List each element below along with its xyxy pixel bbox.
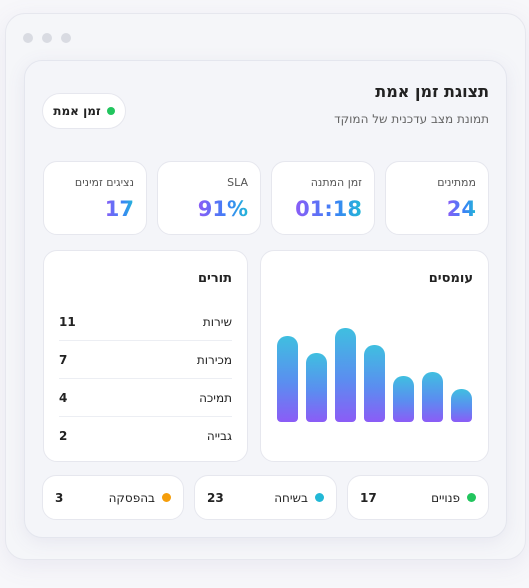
status-card-on-break: 3 בהפסקה (42, 475, 184, 520)
stat-label: ממתינים (437, 176, 476, 189)
live-badge[interactable]: זמן אמת (42, 93, 126, 129)
stat-card-sla: SLA 91% (157, 161, 261, 235)
stat-value: 17 (104, 197, 134, 221)
load-bar-chart (261, 251, 488, 461)
load-bar (422, 372, 443, 422)
queues-title: תורים (197, 271, 232, 286)
page-subtitle: תמונת מצב עדכנית של המוקד (334, 112, 489, 126)
queues-card: תורים 11 שירות 7 מכירות 4 תמיכה 2 גבייה (43, 250, 248, 462)
queue-row[interactable]: 2 גבייה (59, 417, 232, 455)
status-dot-icon (315, 493, 324, 502)
stat-value: 01:18 (295, 197, 362, 221)
load-bar (306, 353, 327, 422)
queue-count: 4 (59, 390, 68, 405)
status-count: 3 (55, 490, 64, 505)
queue-count: 2 (59, 429, 68, 443)
stat-card-available-agents: נציגים זמינים 17 (43, 161, 147, 235)
queue-name: שירות (202, 314, 232, 329)
window-dot-icon[interactable] (42, 33, 52, 43)
status-count: 23 (207, 490, 224, 505)
queue-count: 7 (59, 352, 68, 367)
load-bar (335, 328, 356, 422)
stat-value: 91% (197, 197, 248, 221)
live-badge-label: זמן אמת (53, 104, 101, 118)
stat-card-wait-time: זמן המתנה 01:18 (271, 161, 375, 235)
load-bar (451, 389, 472, 422)
live-status-dot-icon (106, 107, 115, 115)
queue-row[interactable]: 7 מכירות (59, 341, 232, 379)
stat-label: נציגים זמינים (74, 176, 134, 189)
status-label: בשיחה (274, 490, 308, 505)
queue-row[interactable]: 11 שירות (59, 303, 232, 341)
queue-count: 11 (59, 314, 76, 329)
stat-label: SLA (227, 176, 248, 189)
queue-name: גבייה (206, 429, 232, 443)
load-chart-title: עומסים (428, 271, 473, 286)
window-dot-icon[interactable] (61, 33, 71, 43)
load-chart-card: עומסים (260, 250, 489, 462)
load-bar (277, 336, 298, 422)
status-dot-icon (467, 493, 476, 502)
queue-name: תמיכה (199, 390, 232, 405)
status-label: בהפסקה (108, 490, 155, 505)
stat-card-waiting: ממתינים 24 (385, 161, 489, 235)
page-title: תצוגת זמן אמת (375, 82, 489, 101)
queue-name: מכירות (196, 352, 232, 367)
status-count: 17 (360, 490, 377, 505)
status-label: פנויים (431, 490, 460, 505)
status-dot-icon (162, 493, 171, 502)
load-bar (393, 376, 414, 422)
queue-row[interactable]: 4 תמיכה (59, 379, 232, 417)
window-controls (23, 33, 71, 43)
status-card-available: 17 פנויים (347, 475, 489, 520)
stat-value: 24 (446, 197, 476, 221)
status-card-on-call: 23 בשיחה (194, 475, 337, 520)
load-bar (364, 345, 385, 422)
stat-label: זמן המתנה (310, 176, 362, 189)
window-dot-icon[interactable] (23, 33, 33, 43)
